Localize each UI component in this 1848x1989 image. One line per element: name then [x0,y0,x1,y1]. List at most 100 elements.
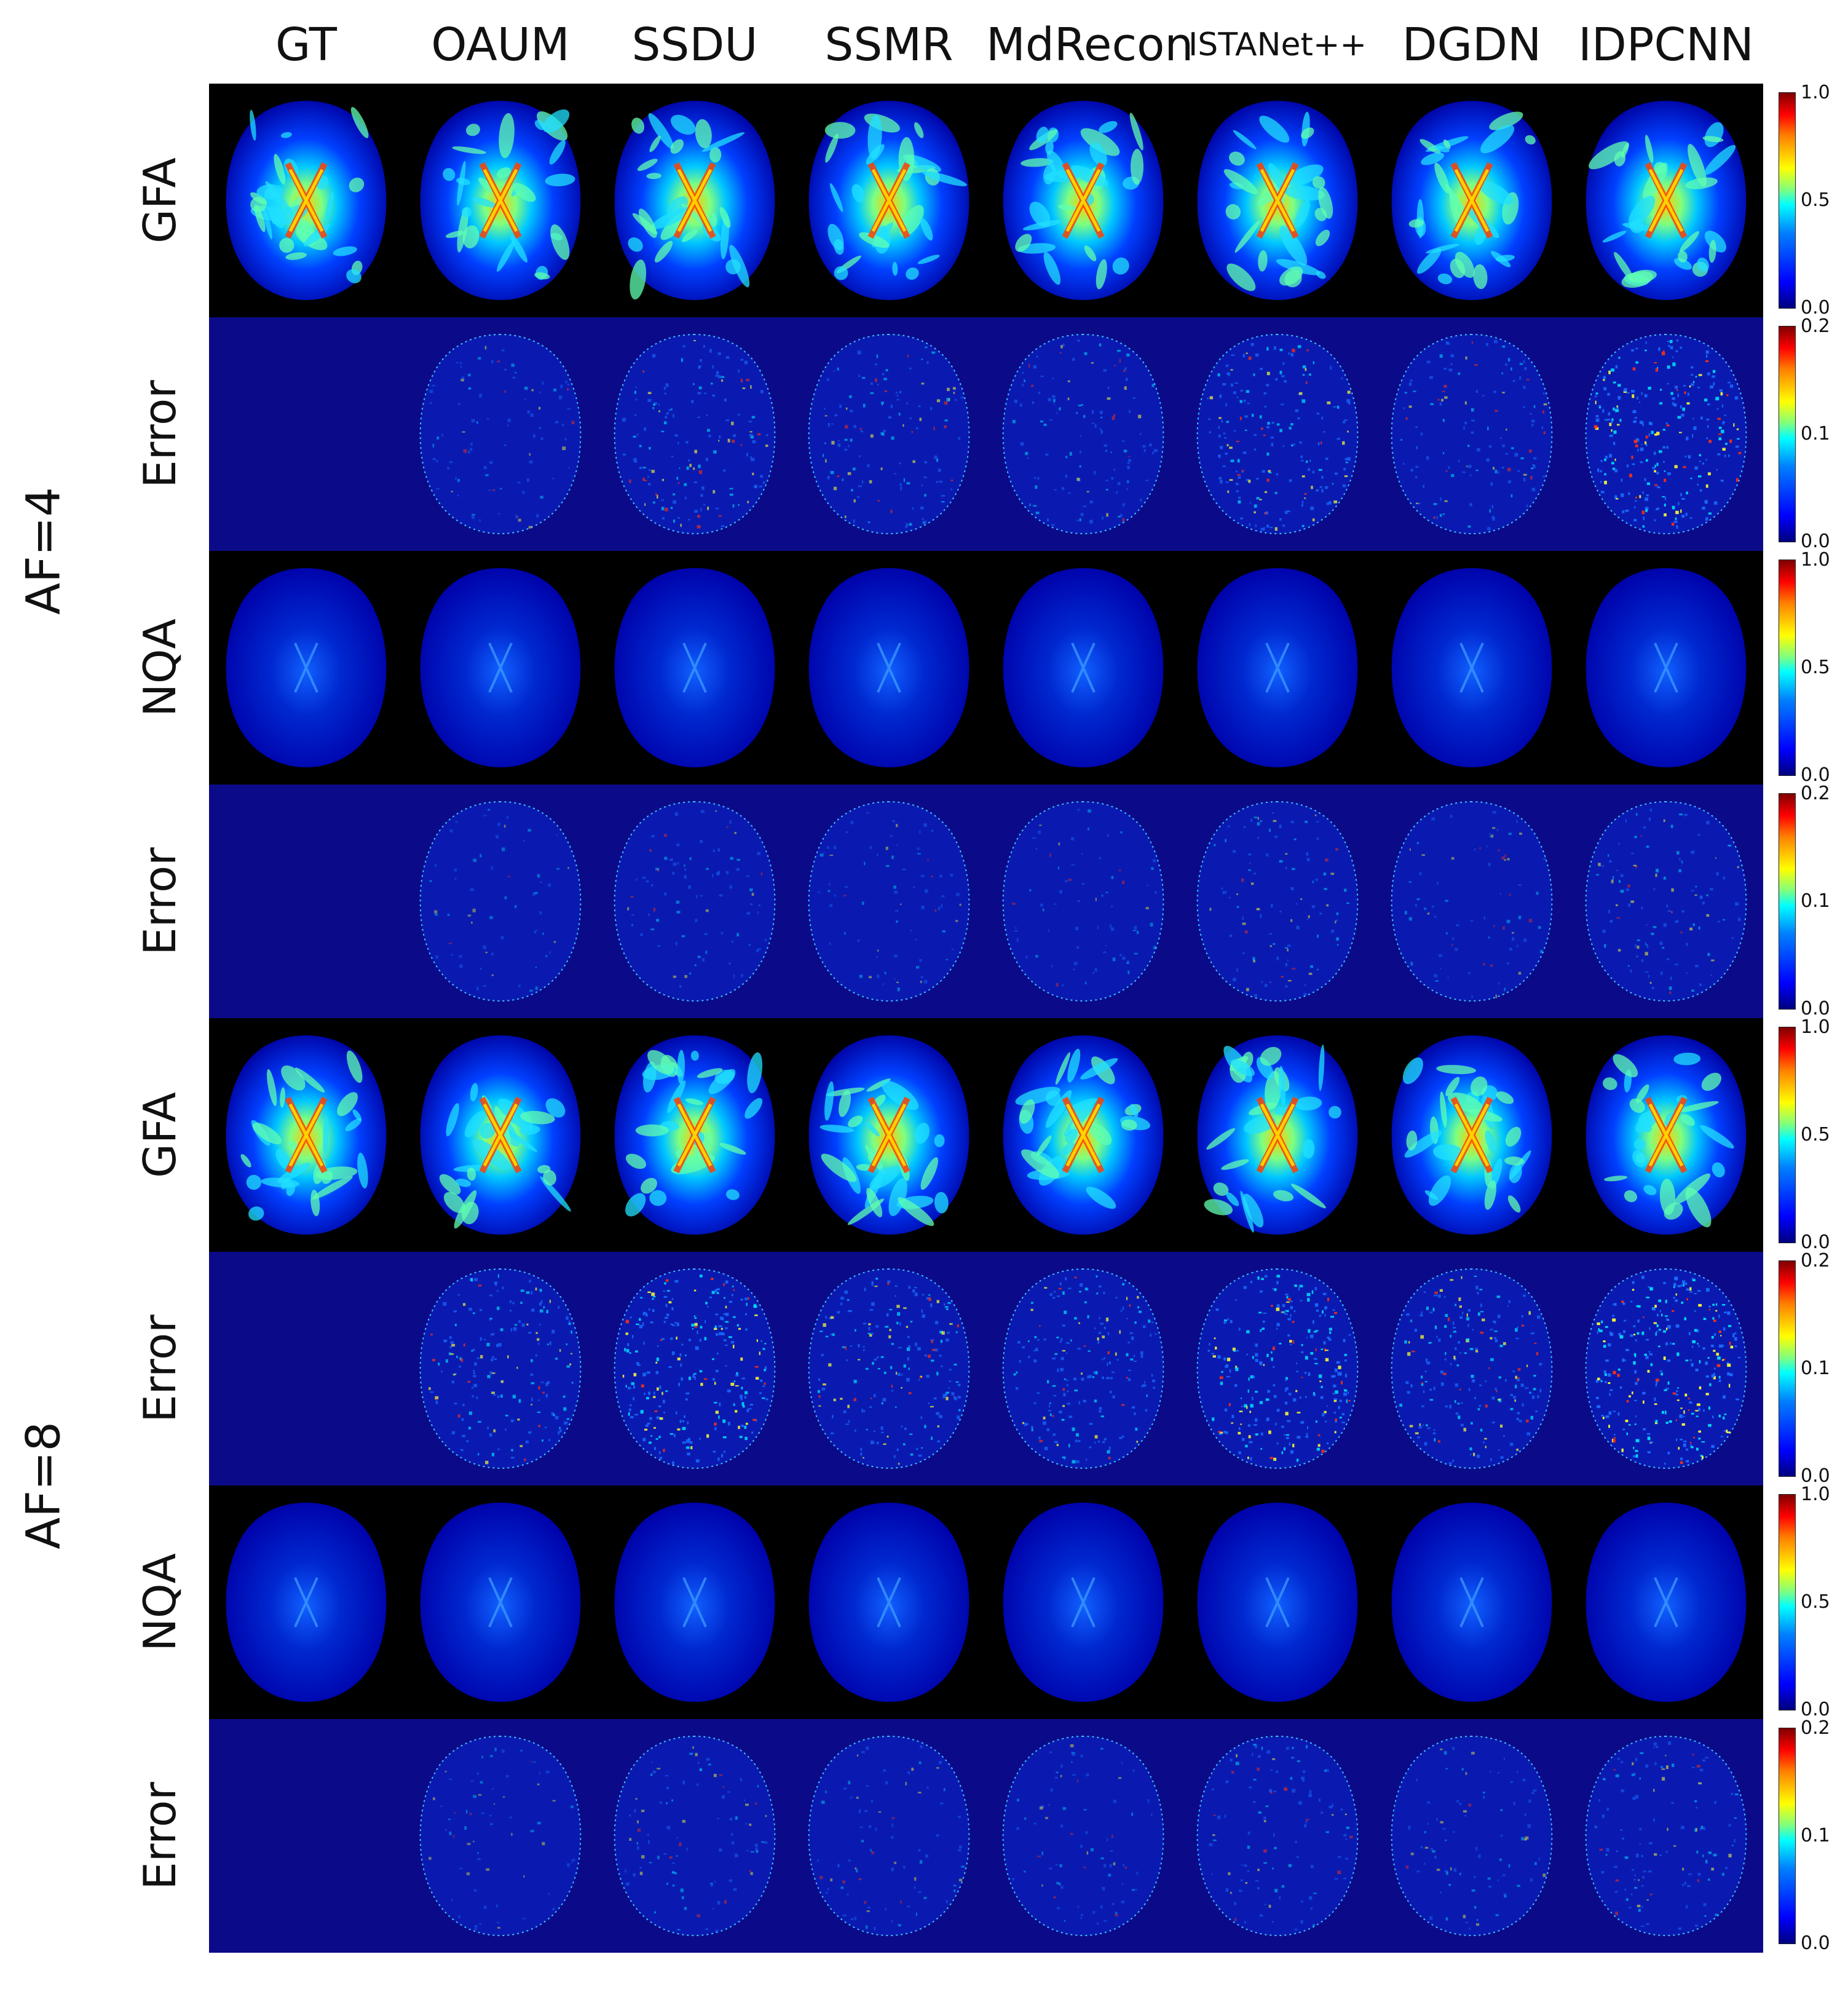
image-panel [1375,1018,1569,1252]
colorbar-tick-mid: 0.1 [1801,1358,1830,1379]
image-panel [1180,317,1375,551]
image-panel [1569,1252,1763,1485]
error-slice [1585,1268,1747,1469]
image-panel [986,785,1180,1018]
image-panel [1180,1719,1375,1953]
colorbar-tick-max: 1.0 [1801,1484,1830,1505]
image-panel [1375,317,1569,551]
image-panel [209,84,403,317]
error-slice [614,801,776,1002]
image-panel [598,84,792,317]
colorbar-gradient [1779,1728,1796,1944]
colorbar-tick-mid: 0.5 [1801,189,1830,211]
image-panel [598,1252,792,1485]
colorbar-tick-min: 0.0 [1801,1932,1830,1954]
row-label: NQA [134,619,186,717]
error-slice [808,1735,970,1937]
image-panel [792,551,986,785]
row-label: Error [134,1315,186,1423]
image-panel [403,317,598,551]
image-panel [598,551,792,785]
colorbar-tick-mid: 0.5 [1801,1591,1830,1613]
image-panel [598,1018,792,1252]
error-slice [1585,1735,1747,1937]
image-panel [1180,1252,1375,1485]
error-slice [1391,333,1553,535]
image-panel [1180,785,1375,1018]
colorbar-gradient [1779,1494,1796,1710]
colorbar-tick-mid: 0.1 [1801,890,1830,912]
column-header-gt: GT [275,18,337,71]
error-slice [1391,1735,1553,1937]
error-slice [614,333,776,535]
image-panel [209,1485,403,1719]
image-panel [403,1719,598,1953]
colorbar: 1.0 0.5 0.0 [1779,1018,1830,1252]
image-panel [403,785,598,1018]
image-panel [403,84,598,317]
image-panel [1569,317,1763,551]
colorbar-gradient [1779,1260,1796,1477]
image-panel [1569,551,1763,785]
image-panel [1180,551,1375,785]
colorbar-tick-max: 0.2 [1801,783,1830,804]
error-slice [1391,801,1553,1002]
colorbar-gradient [1779,92,1796,309]
image-panel [598,1485,792,1719]
image-panel [1569,785,1763,1018]
colorbar: 1.0 0.5 0.0 [1779,1485,1830,1719]
image-row [209,1252,1763,1485]
image-panel [986,1485,1180,1719]
image-panel [1180,1485,1375,1719]
colorbar-tick-mid: 0.1 [1801,1825,1830,1846]
colorbar: 1.0 0.5 0.0 [1779,84,1830,317]
column-header-idpcnn: IDPCNN [1578,18,1754,71]
colorbar: 1.0 0.5 0.0 [1779,551,1830,785]
colorbar-tick-max: 1.0 [1801,1016,1830,1038]
colorbar-tick-min: 0.0 [1801,531,1830,552]
image-panel [1569,1719,1763,1953]
image-panel [1375,1719,1569,1953]
column-header-ssmr: SSMR [824,18,954,71]
error-slice [1002,1268,1164,1469]
error-slice [419,1735,582,1937]
error-slice [1196,1268,1359,1469]
image-panel [986,551,1180,785]
image-panel [403,1018,598,1252]
error-slice [1002,801,1164,1002]
image-panel [1375,551,1569,785]
error-slice [419,1268,582,1469]
image-row [209,785,1763,1018]
colorbar: 0.2 0.1 0.0 [1779,317,1830,551]
colorbar-tick-max: 1.0 [1801,549,1830,571]
colorbar-tick-max: 0.2 [1801,315,1830,337]
colorbar-gradient [1779,560,1796,776]
image-panel [1180,84,1375,317]
image-panel [209,1252,403,1485]
error-slice [1391,1268,1553,1469]
image-panel [792,84,986,317]
image-panel [403,551,598,785]
image-panel [1569,84,1763,317]
column-header-dgdn: DGDN [1402,18,1542,71]
image-panel [209,551,403,785]
image-panel [792,1018,986,1252]
image-panel [986,84,1180,317]
row-label: Error [134,380,186,488]
error-slice [419,333,582,535]
image-panel [792,1485,986,1719]
error-slice [419,801,582,1002]
image-panel [1180,1018,1375,1252]
image-panel [209,1719,403,1953]
image-panel [986,317,1180,551]
image-row [209,1719,1763,1953]
colorbar: 0.2 0.1 0.0 [1779,1252,1830,1485]
group-label: AF=4 [15,487,71,615]
image-panel [1375,1485,1569,1719]
image-panel [403,1252,598,1485]
colorbar-tick-max: 0.2 [1801,1250,1830,1271]
row-label: GFA [134,1092,186,1178]
colorbar-gradient [1779,326,1796,542]
image-row [209,1485,1763,1719]
image-panel [986,1018,1180,1252]
